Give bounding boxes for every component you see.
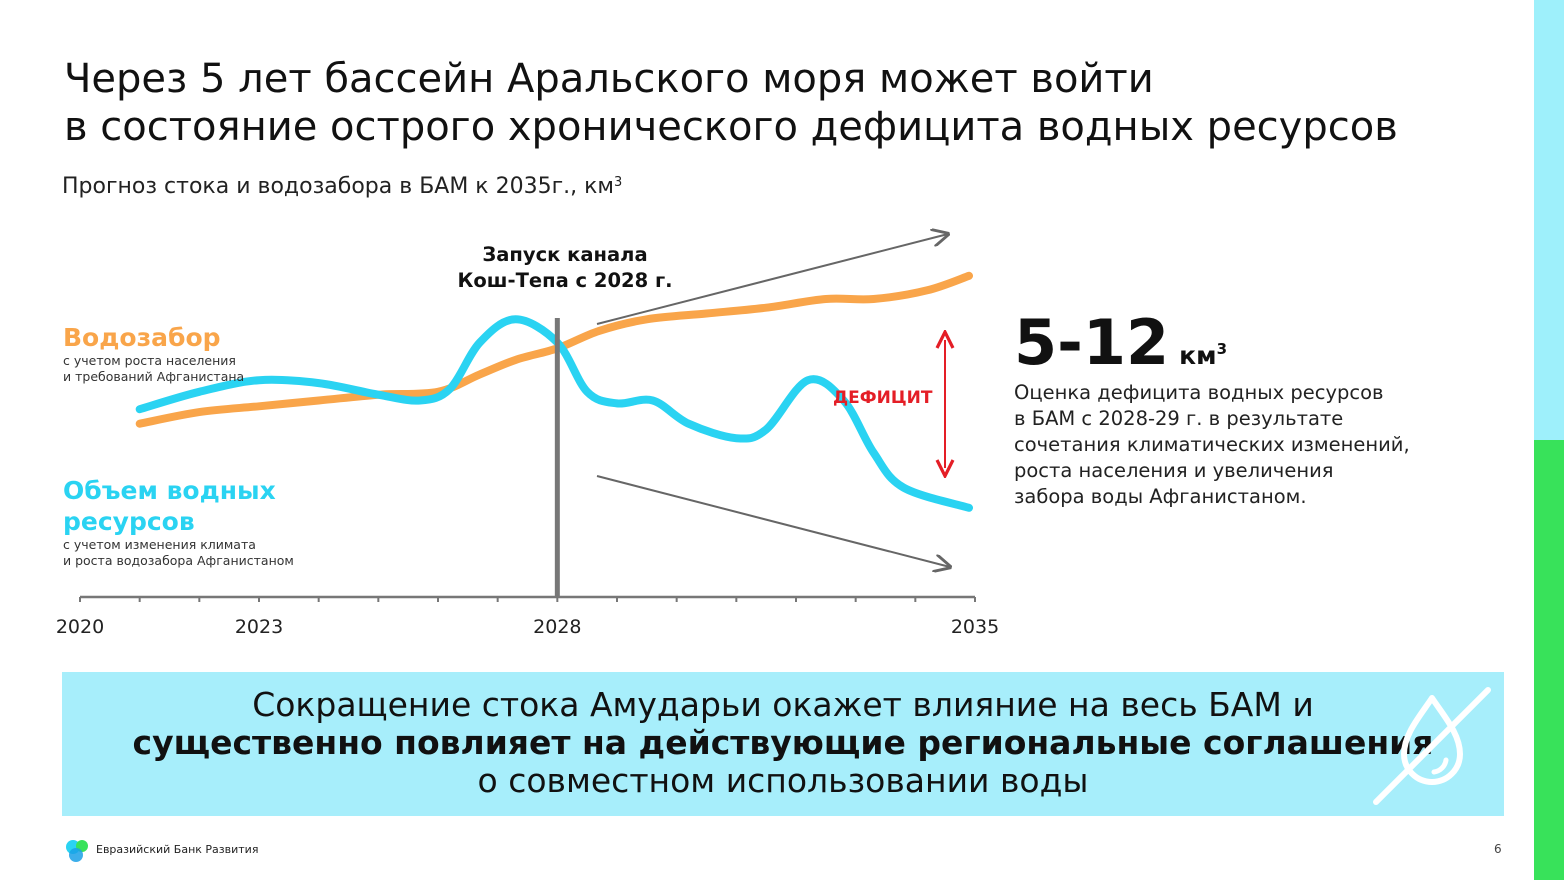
description-line: роста населения и увеличения — [1014, 459, 1334, 482]
page-title-line: Через 5 лет бассейн Аральского моря може… — [64, 56, 1154, 102]
x-tick-label: 2035 — [951, 616, 999, 638]
series-line-resources — [135, 315, 973, 512]
chart-subtitle-unit-sup: 3 — [614, 175, 623, 190]
conclusion-line-bold: существенно повлияет на действующие реги… — [132, 723, 1434, 762]
x-tick-label: 2028 — [533, 616, 581, 638]
legend-resources: Объем водных ресурсов с учетом изменения… — [63, 475, 323, 569]
chart-subtitle-text: Прогноз стока и водозабора в БАМ к 2035г… — [62, 174, 614, 199]
ebd-logo-icon — [66, 840, 88, 862]
conclusion-text: Сокращение стока Амударьи окажет влияние… — [62, 686, 1504, 800]
trend-arrow-up — [596, 234, 948, 325]
chart-subtitle: Прогноз стока и водозабора в БАМ к 2035г… — [62, 174, 622, 199]
conclusion-banner: Сокращение стока Амударьи окажет влияние… — [62, 672, 1504, 816]
edge-accent-bottom — [1534, 440, 1564, 880]
description-line: сочетания климатических изменений, — [1014, 433, 1410, 456]
description-line: в БАМ с 2028-29 г. в результате — [1014, 407, 1344, 430]
description-line: забора воды Афганистаном. — [1014, 485, 1307, 508]
deficit-estimate-unit: км3 — [1179, 340, 1227, 370]
x-tick-label: 2023 — [235, 616, 283, 638]
deficit-estimate-value: 5-12 — [1014, 306, 1170, 379]
legend-resources-note: и роста водозабора Афганистаном — [63, 553, 294, 568]
legend-withdrawal-note: с учетом роста населения — [63, 353, 236, 368]
kosh-tepa-annotation-line: Кош-Тепа с 2028 г. — [457, 269, 673, 292]
deficit-estimate-unit-text: км — [1179, 341, 1217, 370]
legend-withdrawal-title: Водозабор — [63, 323, 221, 352]
description-line: Оценка дефицита водных ресурсов — [1014, 381, 1384, 404]
deficit-label: ДЕФИЦИТ — [833, 388, 933, 408]
deficit-estimate-description: Оценка дефицита водных ресурсов в БАМ с … — [1014, 380, 1494, 510]
conclusion-line: о совместном использовании воды — [477, 761, 1089, 800]
water-drop-crossed-icon — [1373, 687, 1491, 805]
legend-resources-title: Объем водных ресурсов — [63, 476, 276, 536]
trend-arrow-down — [596, 475, 950, 567]
edge-accent-top — [1534, 0, 1564, 440]
chart: 2020 2023 2028 2035 — [56, 0, 999, 638]
kosh-tepa-annotation: Запуск канала Кош-Тепа с 2028 г. — [430, 242, 700, 294]
legend-resources-note: с учетом изменения климата — [63, 537, 256, 552]
ebd-logo-text: Евразийский Банк Развития — [96, 843, 259, 856]
page-title-line: в состояние острого хронического дефицит… — [64, 104, 1398, 150]
deficit-estimate-unit-sup: 3 — [1216, 340, 1227, 358]
legend-withdrawal: Водозабор с учетом роста населения и тре… — [63, 322, 244, 385]
x-tick-labels: 2020 2023 2028 2035 — [56, 616, 999, 638]
kosh-tepa-annotation-line: Запуск канала — [482, 243, 648, 266]
page-title: Через 5 лет бассейн Аральского моря може… — [64, 55, 1524, 151]
page-number: 6 — [1494, 842, 1502, 856]
legend-withdrawal-note: и требований Афганистана — [63, 369, 245, 384]
conclusion-line: Сокращение стока Амударьи окажет влияние… — [252, 685, 1314, 724]
x-tick-label: 2020 — [56, 616, 104, 638]
deficit-estimate: 5-12 км3 — [1014, 306, 1227, 380]
